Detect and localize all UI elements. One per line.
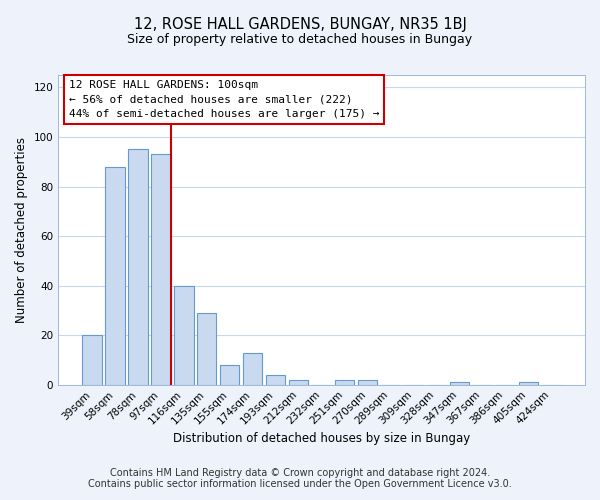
Bar: [220, 365, 239, 384]
Bar: [358, 380, 377, 384]
Bar: [266, 375, 286, 384]
Text: Contains HM Land Registry data © Crown copyright and database right 2024.: Contains HM Land Registry data © Crown c…: [110, 468, 490, 477]
X-axis label: Distribution of detached houses by size in Bungay: Distribution of detached houses by size …: [173, 432, 470, 445]
Bar: [174, 286, 194, 384]
Bar: [128, 150, 148, 384]
Bar: [105, 166, 125, 384]
Bar: [289, 380, 308, 384]
Bar: [518, 382, 538, 384]
Bar: [151, 154, 170, 384]
Text: 12 ROSE HALL GARDENS: 100sqm
← 56% of detached houses are smaller (222)
44% of s: 12 ROSE HALL GARDENS: 100sqm ← 56% of de…: [69, 80, 379, 119]
Y-axis label: Number of detached properties: Number of detached properties: [15, 137, 28, 323]
Text: Size of property relative to detached houses in Bungay: Size of property relative to detached ho…: [127, 32, 473, 46]
Text: Contains public sector information licensed under the Open Government Licence v3: Contains public sector information licen…: [88, 479, 512, 489]
Bar: [197, 313, 217, 384]
Bar: [335, 380, 355, 384]
Bar: [243, 352, 262, 384]
Text: 12, ROSE HALL GARDENS, BUNGAY, NR35 1BJ: 12, ROSE HALL GARDENS, BUNGAY, NR35 1BJ: [134, 18, 466, 32]
Bar: [82, 335, 101, 384]
Bar: [449, 382, 469, 384]
